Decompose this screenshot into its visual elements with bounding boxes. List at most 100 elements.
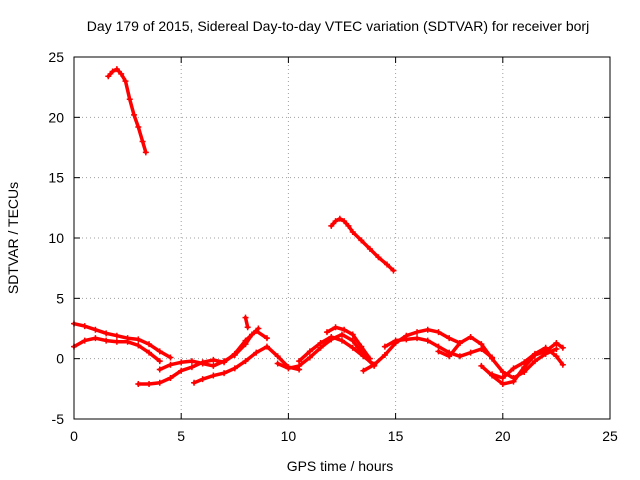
y-tick-label: 20 — [48, 109, 64, 125]
y-tick-label: -5 — [52, 411, 65, 427]
series-line — [275, 332, 376, 371]
data-point — [103, 337, 110, 344]
series-line — [72, 321, 173, 360]
data-point — [332, 324, 339, 331]
data-point — [381, 352, 388, 359]
data-point — [339, 331, 345, 338]
y-tick-label: 5 — [56, 290, 64, 306]
data-point — [285, 365, 292, 372]
data-point — [360, 353, 367, 360]
series-arc-9 — [274, 331, 378, 372]
data-point — [103, 330, 110, 337]
data-point — [199, 376, 206, 383]
data-point — [109, 68, 116, 75]
data-point — [113, 338, 120, 345]
data-point — [135, 342, 142, 349]
data-point — [381, 343, 388, 350]
series-arc-1 — [105, 66, 149, 156]
data-point — [118, 70, 125, 77]
data-point — [188, 364, 195, 371]
data-point — [274, 353, 281, 360]
data-point — [167, 354, 174, 361]
data-point — [113, 332, 120, 339]
data-point — [131, 111, 138, 118]
data-point — [384, 261, 391, 268]
y-tick-label: 25 — [48, 49, 64, 65]
data-point — [178, 359, 185, 366]
x-axis-label: GPS time / hours — [287, 458, 394, 474]
data-point — [392, 337, 399, 344]
data-point — [191, 379, 198, 386]
chart-title: Day 179 of 2015, Sidereal Day-to-day VTE… — [87, 18, 589, 34]
data-point — [349, 331, 356, 338]
data-point — [124, 338, 131, 345]
data-point — [499, 381, 506, 388]
data-point — [248, 331, 255, 338]
data-point — [323, 329, 330, 336]
data-point — [231, 352, 238, 359]
data-point — [328, 222, 335, 229]
data-point — [349, 344, 356, 351]
data-point — [146, 349, 153, 356]
data-point — [113, 66, 120, 73]
data-point — [349, 228, 356, 235]
series-arc-2 — [328, 215, 397, 274]
data-point — [242, 341, 249, 348]
data-point — [135, 381, 142, 388]
data-point — [210, 356, 217, 363]
data-point — [339, 337, 345, 344]
data-point — [242, 314, 249, 321]
data-point — [366, 245, 373, 252]
data-point — [156, 358, 163, 365]
data-point — [210, 372, 217, 379]
data-point — [467, 333, 474, 340]
data-point — [188, 358, 195, 365]
data-point — [126, 96, 133, 103]
series-line — [436, 335, 559, 380]
data-point — [253, 349, 260, 356]
data-point — [424, 337, 431, 344]
data-point — [156, 348, 163, 355]
data-point — [414, 335, 421, 342]
x-tick-label: 5 — [177, 428, 185, 444]
series-line — [106, 67, 148, 155]
data-point — [510, 365, 517, 372]
data-point — [167, 374, 174, 381]
data-point — [390, 267, 397, 274]
data-point — [435, 329, 442, 336]
data-point — [559, 361, 566, 368]
x-tick-label: 15 — [388, 428, 404, 444]
data-point — [146, 381, 153, 388]
data-point — [414, 329, 421, 336]
data-point — [156, 379, 163, 386]
series-arc-13 — [381, 335, 496, 361]
axis-ticks: 0 5 10 15 20 25 -5 0 5 10 15 20 25 — [48, 49, 618, 444]
data-points — [71, 66, 566, 388]
data-point — [489, 371, 496, 378]
series-line — [490, 346, 565, 380]
series-arc-8 — [242, 314, 251, 331]
x-tick-label: 25 — [602, 428, 618, 444]
data-point — [135, 123, 142, 130]
data-point — [531, 358, 538, 365]
series-arc-6 — [156, 325, 262, 373]
data-point — [531, 350, 538, 357]
data-point — [317, 339, 324, 346]
data-point — [244, 324, 251, 331]
data-point — [478, 362, 485, 369]
data-point — [146, 341, 153, 348]
data-point — [167, 361, 174, 368]
data-point — [510, 378, 517, 385]
data-point — [489, 355, 496, 362]
data-point — [255, 325, 262, 332]
data-point — [263, 335, 270, 342]
data-point — [559, 344, 566, 351]
series-line — [361, 327, 462, 373]
data-point — [81, 337, 88, 344]
data-point — [456, 353, 463, 360]
data-point — [553, 339, 560, 346]
data-point — [456, 339, 463, 346]
data-point — [336, 215, 343, 222]
data-point — [306, 354, 313, 361]
